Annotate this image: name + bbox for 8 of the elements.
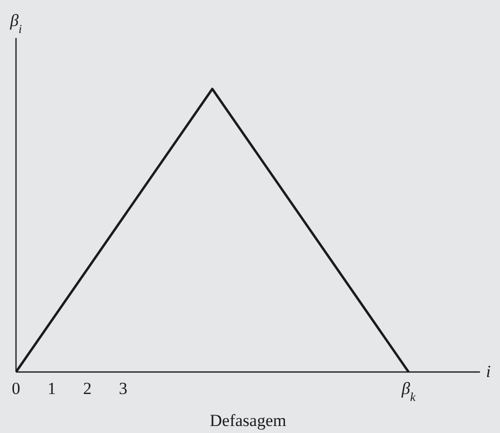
x-tick-label: 0 xyxy=(12,379,20,398)
x-tick-label: 2 xyxy=(83,379,92,398)
x-axis-title: Defasagem xyxy=(210,411,286,430)
x-tick-label: 1 xyxy=(47,379,56,398)
x-tick-label: 3 xyxy=(118,379,128,398)
text: i xyxy=(486,362,491,381)
y-axis-title: β$_{i}$ xyxy=(9,11,23,36)
x-tick-label: β$_{k}$ xyxy=(400,379,416,404)
